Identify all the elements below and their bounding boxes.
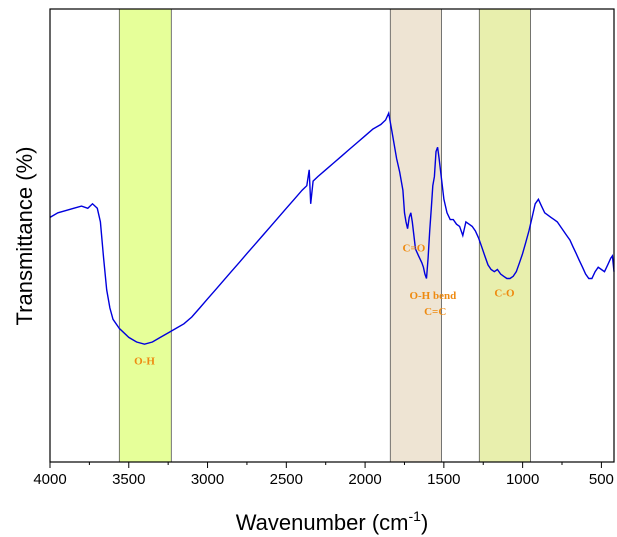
annotations: O-H C=O O-H bend C=C C-O [134,242,515,367]
x-tick-label: 2500 [270,471,303,488]
highlight-band-2 [389,8,442,463]
x-axis-title-superscript: -1 [409,508,422,524]
x-tick-label: 1500 [427,471,460,488]
x-tick-label: 1000 [506,471,539,488]
x-axis-title-suffix: ) [421,510,428,535]
x-tick-label: 4000 [33,471,66,488]
series-line-transmittance [49,110,615,345]
x-tick-label: 3000 [191,471,224,488]
x-tick-label: 3500 [112,471,145,488]
x-axis-title-main: Wavenumber (cm [236,510,409,535]
highlight-bands [118,8,531,463]
y-axis-title: Transmittance (%) [12,147,37,326]
annotation-label: O-H bend [409,290,456,302]
annotation-label: C-O [494,288,515,300]
x-tick-label: 500 [589,471,614,488]
x-axis-ticks: 4000 3500 3000 2500 2000 1500 1000 500 [33,462,614,488]
x-axis-title: Wavenumber (cm-1) [236,508,429,535]
highlight-band-3 [478,8,531,463]
annotation-label: C=O [403,242,426,254]
plot-frame [49,8,615,463]
highlight-band-1 [118,8,172,463]
annotation-label: C=C [424,306,446,318]
x-tick-label: 2000 [348,471,381,488]
annotation-label: O-H [134,356,155,368]
